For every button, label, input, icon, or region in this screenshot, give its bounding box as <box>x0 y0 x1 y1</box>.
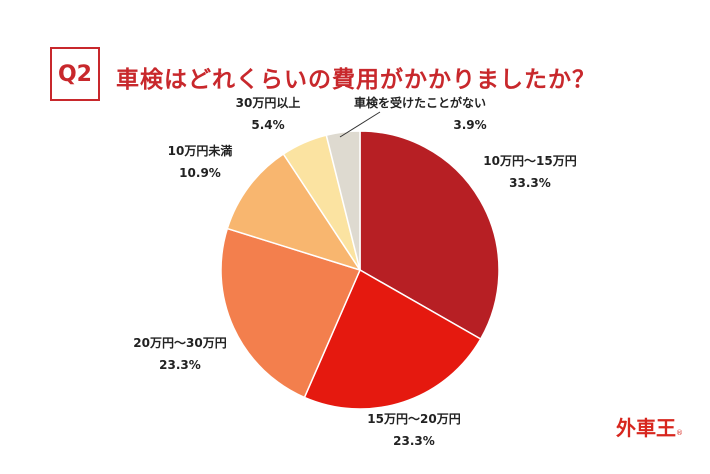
label-over-30man: 30万円以上 5.4% <box>236 92 301 136</box>
slice-label: 15万円〜20万円 <box>367 412 461 426</box>
slice-label: 20万円〜30万円 <box>133 336 227 350</box>
slice-label: 車検を受けたことがない <box>353 96 486 110</box>
slice-label: 10万円未満 <box>167 144 233 158</box>
pie-slice-3 <box>226 152 362 272</box>
slice-label: 10万円〜15万円 <box>483 154 577 168</box>
pie-slice-5 <box>325 130 361 271</box>
chart-title: 車検はどれくらいの費用がかかりましたか？ <box>116 67 596 93</box>
label-15-20man: 15万円〜20万円 23.3% <box>367 408 460 452</box>
label-under-10man: 10万円未満 10.9% <box>168 140 233 184</box>
slice-value: 3.9% <box>453 118 487 132</box>
slice-value: 23.3% <box>393 434 435 448</box>
brand-logo: 外車王® <box>616 412 683 441</box>
leader-line <box>339 111 381 138</box>
pie-slice-0 <box>359 130 500 341</box>
label-10-15man: 10万円〜15万円 33.3% <box>483 150 576 194</box>
pie-slice-1 <box>303 268 482 410</box>
question-number-badge: Q2 <box>50 47 100 101</box>
logo-text: 外車王 <box>616 416 676 440</box>
slice-label: 30万円以上 <box>235 96 301 110</box>
label-20-30man: 20万円〜30万円 23.3% <box>133 332 226 376</box>
pie-slice-2 <box>220 227 362 399</box>
slice-value: 23.3% <box>159 358 201 372</box>
slice-value: 10.9% <box>179 166 221 180</box>
slice-value: 33.3% <box>509 176 551 190</box>
label-never: 車検を受けたことがない 3.9% <box>353 92 487 136</box>
slice-value: 5.4% <box>251 118 285 132</box>
registered-mark: ® <box>676 429 683 437</box>
